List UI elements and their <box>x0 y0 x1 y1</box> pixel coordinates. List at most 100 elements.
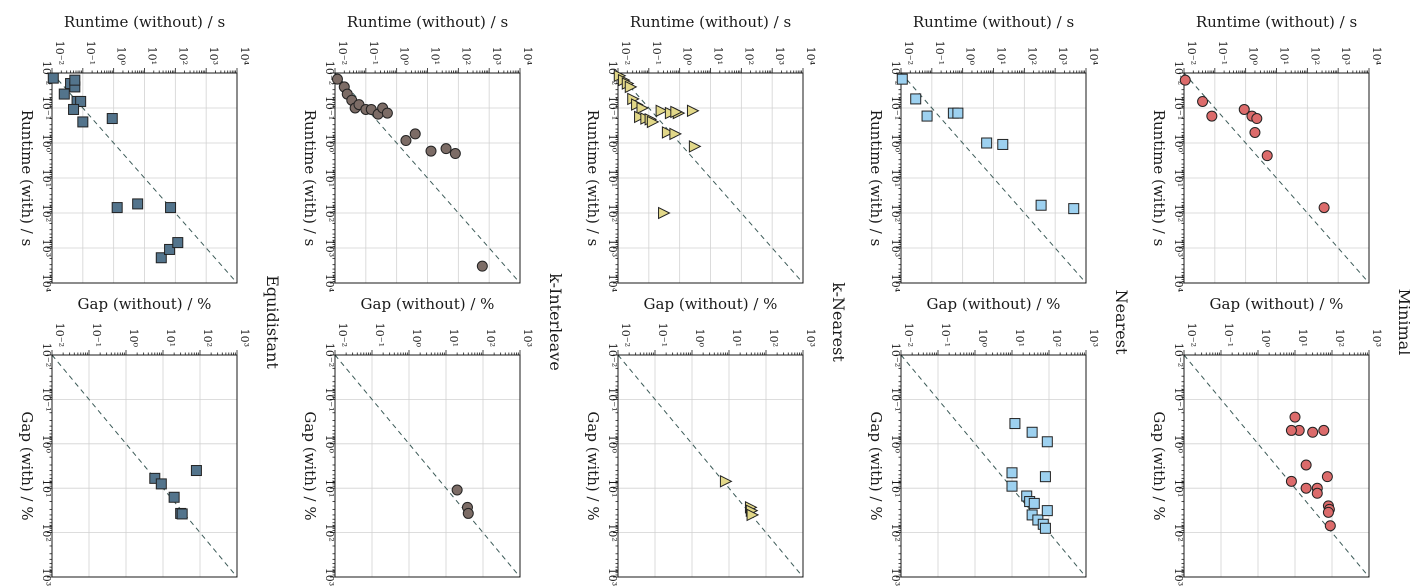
x-tick-label: 10⁻² <box>619 323 632 347</box>
data-point <box>1197 95 1209 107</box>
method-label-equidistant: Equidistant <box>263 275 282 369</box>
y-tick-label: 10³ <box>40 568 53 586</box>
data-point <box>111 202 123 214</box>
panel-gap-k-nearest: 10⁻² 10⁻¹ 10⁰ 10¹ 10² 10³ 10⁻² 10⁻¹ 10⁰ 10¹ 10² 10³… <box>584 295 817 586</box>
y-tick-label: 10⁻² <box>323 343 336 367</box>
x-tick-label: 10⁰ <box>115 47 128 66</box>
x-tick-label: 10⁴ <box>1087 47 1100 66</box>
x-tick-label: 10² <box>459 47 472 65</box>
y-tick-label: 10¹ <box>889 479 902 497</box>
x-tick-label: 10³ <box>238 329 251 347</box>
x-tick-label: 10¹ <box>995 47 1008 65</box>
y-tick-label: 10⁰ <box>40 435 53 454</box>
y-tick-label: 10⁰ <box>889 435 902 454</box>
data-point <box>462 507 474 519</box>
data-point <box>1251 113 1263 125</box>
data-point <box>624 80 638 94</box>
x-tick-label: 10⁻¹ <box>90 323 103 347</box>
y-tick-label: 10⁻¹ <box>40 387 53 411</box>
x-tick-label: 10² <box>176 47 189 65</box>
x-tick-label: 10³ <box>1370 329 1383 347</box>
x-axis-label: Runtime (without) / s <box>347 13 508 31</box>
y-tick-label: 10⁰ <box>606 435 619 454</box>
data-point <box>440 143 452 155</box>
x-tick-label: 10¹ <box>447 329 460 347</box>
data-point <box>132 198 144 210</box>
x-tick-label: 10⁰ <box>964 47 977 66</box>
data-point <box>1311 487 1323 499</box>
data-point <box>661 126 675 139</box>
data-point <box>646 115 660 129</box>
y-tick-label: 10⁰ <box>606 134 619 153</box>
y-tick-label: 10¹ <box>606 479 619 497</box>
y-tick-label: 10³ <box>323 239 336 257</box>
data-point <box>58 88 70 100</box>
y-tick-label: 10⁻² <box>40 343 53 367</box>
panel-frame <box>617 72 804 284</box>
x-tick-label: 10⁻² <box>619 41 632 65</box>
x-tick-label: 10³ <box>490 47 503 65</box>
y-tick-label: 10² <box>606 204 619 222</box>
y-tick-label: 10⁻¹ <box>606 387 619 411</box>
x-axis-label: Gap (without) / % <box>927 295 1061 313</box>
data-point <box>910 93 922 105</box>
data-point <box>896 73 908 85</box>
x-tick-label: 10¹ <box>429 47 442 65</box>
panel-runtime-nearest: 10⁻² 10⁻¹ 10⁰ 10¹ 10² 10³ 10⁴10⁻²10⁻¹10⁰10¹10²… <box>867 13 1100 293</box>
data-point <box>176 508 188 520</box>
y-tick-label: 10¹ <box>323 169 336 187</box>
panel-frame <box>51 72 238 284</box>
y-tick-label: 10² <box>1172 204 1185 222</box>
x-tick-label: 10³ <box>804 329 817 347</box>
y-tick-label: 10² <box>40 204 53 222</box>
data-point <box>997 138 1009 150</box>
data-point <box>69 74 81 86</box>
x-tick-label: 10⁻² <box>53 323 66 347</box>
method-label-nearest: Nearest <box>1112 290 1131 355</box>
y-tick-label: 10⁻¹ <box>323 387 336 411</box>
y-tick-label: 10⁰ <box>1172 134 1185 153</box>
y-tick-label: 10² <box>323 523 336 541</box>
panel-frame <box>900 72 1087 284</box>
y-tick-label: 10² <box>1172 523 1185 541</box>
data-point <box>1300 482 1312 494</box>
data-point <box>149 472 161 484</box>
y-tick-label: 10¹ <box>1172 169 1185 187</box>
method-label-minimal: Minimal <box>1395 289 1410 356</box>
x-tick-label: 10³ <box>207 47 220 65</box>
data-point <box>1307 426 1319 438</box>
data-point <box>952 107 964 119</box>
y-tick-label: 10² <box>323 204 336 222</box>
x-tick-label: 10⁰ <box>410 329 423 348</box>
x-tick-label: 10² <box>1025 47 1038 65</box>
y-axis-label: Runtime (with) / s <box>18 110 36 247</box>
x-tick-label: 10² <box>201 329 214 347</box>
y-tick-label: 10¹ <box>40 479 53 497</box>
x-tick-label: 10¹ <box>146 47 159 65</box>
y-tick-label: 10⁻¹ <box>1172 387 1185 411</box>
x-tick-label: 10⁰ <box>976 329 989 348</box>
panel-frame <box>617 354 804 578</box>
data-point <box>688 140 702 153</box>
panel-gap-nearest: 10⁻² 10⁻¹ 10⁰ 10¹ 10² 10³ 10⁻² 10⁻¹ 10⁰ 10¹ 10² 10³… <box>867 295 1100 586</box>
x-tick-label: 10⁴ <box>804 47 817 66</box>
y-tick-label: 10⁴ <box>889 274 902 293</box>
data-point <box>1285 475 1297 487</box>
y-tick-label: 10⁻² <box>889 343 902 367</box>
x-tick-label: 10¹ <box>712 47 725 65</box>
x-tick-label: 10⁴ <box>238 47 251 66</box>
y-tick-label: 10¹ <box>1172 479 1185 497</box>
data-point <box>1285 424 1297 436</box>
x-axis-label: Gap (without) / % <box>644 295 778 313</box>
data-point <box>1300 459 1312 471</box>
x-tick-label: 10³ <box>521 329 534 347</box>
y-tick-label: 10² <box>40 523 53 541</box>
data-point <box>1068 203 1080 215</box>
data-point <box>164 243 176 255</box>
data-point <box>1324 520 1336 532</box>
data-point <box>425 145 437 157</box>
x-tick-label: 10¹ <box>1013 329 1026 347</box>
y-tick-label: 10⁴ <box>323 274 336 293</box>
data-point <box>106 113 118 125</box>
x-tick-label: 10⁻² <box>1185 323 1198 347</box>
